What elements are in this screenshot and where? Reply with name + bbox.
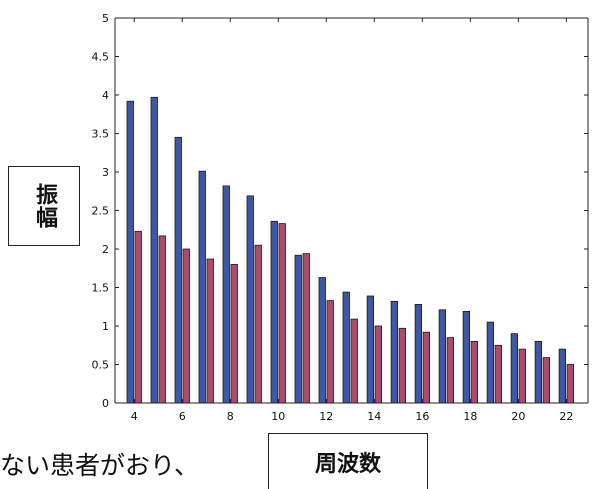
bar-s1-16 bbox=[414, 303, 423, 404]
y-tick-label-2.5: 2.5 bbox=[92, 205, 110, 218]
x-tick-label-22: 22 bbox=[559, 410, 573, 423]
bar-s2-15 bbox=[398, 327, 407, 404]
bar-s1-21 bbox=[534, 340, 542, 404]
y-tick-label-0.5: 0.5 bbox=[92, 359, 110, 372]
bar-s2-10 bbox=[278, 223, 286, 404]
y-tick-label-4: 4 bbox=[102, 89, 109, 102]
y-axis-label: 振幅 bbox=[32, 183, 57, 229]
bar-s1-13 bbox=[342, 291, 350, 404]
y-tick-label-1: 1 bbox=[102, 320, 109, 333]
x-tick-label-16: 16 bbox=[415, 410, 429, 423]
y-axis-label-box: 振幅 bbox=[8, 166, 80, 246]
bar-s2-7 bbox=[206, 258, 214, 404]
bar-s1-10 bbox=[270, 220, 278, 404]
y-tick-label-1.5: 1.5 bbox=[92, 282, 110, 295]
x-tick-label-4: 4 bbox=[131, 410, 138, 423]
y-tick-label-4.5: 4.5 bbox=[92, 51, 110, 64]
bar-s1-15 bbox=[390, 300, 399, 404]
x-tick-label-12: 12 bbox=[319, 410, 333, 423]
y-tick-label-2: 2 bbox=[102, 243, 109, 256]
y-tick-label-3: 3 bbox=[102, 166, 109, 179]
bar-s2-21 bbox=[542, 357, 550, 404]
x-tick-label-18: 18 bbox=[463, 410, 477, 423]
bar-s1-6 bbox=[174, 136, 182, 404]
bar-s1-4 bbox=[126, 100, 134, 404]
bar-s2-13 bbox=[350, 318, 358, 404]
bar-s1-5 bbox=[150, 96, 158, 404]
bar-s1-17 bbox=[438, 309, 447, 404]
bar-s2-16 bbox=[422, 331, 431, 404]
y-tick-label-3.5: 3.5 bbox=[92, 128, 110, 141]
bar-s2-9 bbox=[254, 244, 262, 404]
x-tick-label-10: 10 bbox=[271, 410, 285, 423]
y-tick-label-5: 5 bbox=[102, 12, 109, 25]
bar-s1-11 bbox=[294, 254, 302, 404]
bar-s2-8 bbox=[230, 263, 238, 404]
x-axis-label-box: 周波数 bbox=[268, 433, 428, 489]
bar-s2-18 bbox=[470, 340, 479, 404]
bar-s1-9 bbox=[246, 195, 254, 404]
x-tick-label-14: 14 bbox=[367, 410, 381, 423]
bar-s1-20 bbox=[510, 333, 519, 404]
bar-s2-6 bbox=[182, 248, 190, 404]
x-tick-label-8: 8 bbox=[227, 410, 234, 423]
bar-s1-8 bbox=[222, 185, 230, 404]
bar-s2-5 bbox=[158, 235, 166, 404]
bar-s2-12 bbox=[326, 300, 334, 404]
bar-s1-7 bbox=[198, 170, 206, 404]
bar-s2-20 bbox=[518, 348, 526, 404]
bar-s2-17 bbox=[446, 337, 455, 404]
x-axis-label: 周波数 bbox=[314, 452, 381, 477]
y-tick-label-0: 0 bbox=[102, 397, 109, 410]
bar-s2-14 bbox=[374, 325, 383, 404]
bar-s1-14 bbox=[366, 295, 375, 404]
bar-s2-19 bbox=[494, 344, 503, 404]
body-text-fragment: ない患者がおり、 bbox=[0, 451, 200, 480]
bar-s2-11 bbox=[302, 253, 310, 404]
bar-s1-19 bbox=[486, 321, 495, 404]
x-tick-label-20: 20 bbox=[511, 410, 525, 423]
x-tick-label-6: 6 bbox=[179, 410, 186, 423]
bar-s2-4 bbox=[134, 230, 142, 404]
bar-s1-18 bbox=[462, 310, 471, 404]
bar-s2-22 bbox=[566, 364, 574, 404]
bar-s1-12 bbox=[318, 277, 326, 404]
bar-s1-22 bbox=[558, 348, 566, 404]
